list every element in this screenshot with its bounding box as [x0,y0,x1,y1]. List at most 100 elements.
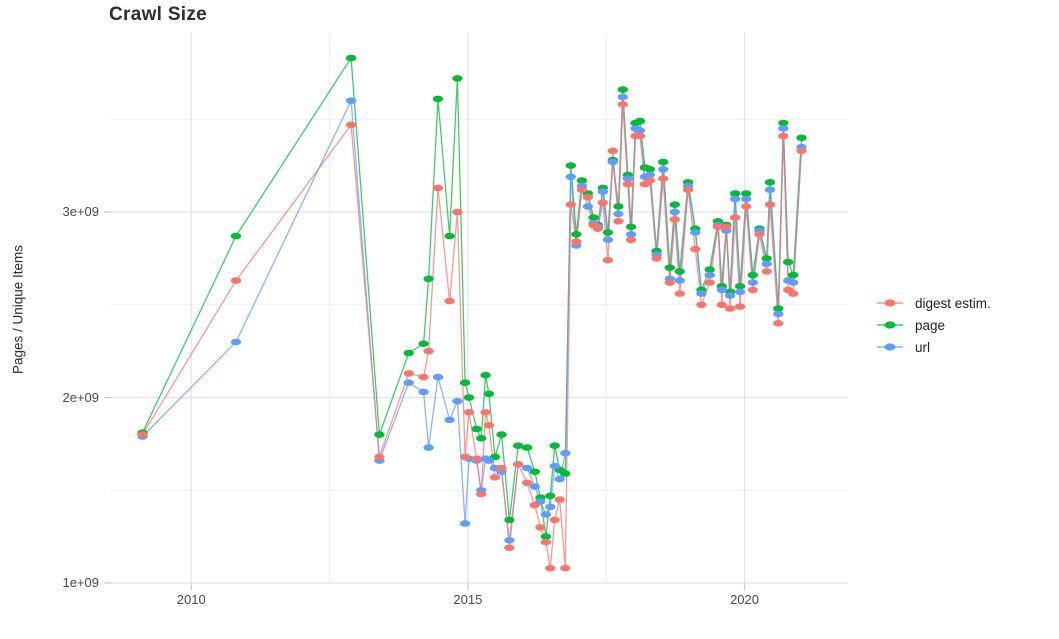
data-point-page [565,162,576,169]
data-point-digest [444,297,455,305]
data-point-page [734,282,746,290]
data-point-digest [496,464,507,472]
data-point-page [796,134,807,142]
data-point-digest [617,101,628,108]
y-tick-label-1e+09: 1e+09 [62,575,99,590]
data-point-digest [230,277,242,284]
data-point-url [504,537,515,544]
data-point-url [674,277,685,284]
data-point-digest [625,236,637,244]
data-point-page [571,231,582,238]
data-point-digest [712,223,724,231]
legend: digest estim. page url [876,292,991,358]
x-tick-label-2015: 2015 [453,592,483,607]
data-point-digest [459,453,471,461]
data-point-url [529,483,540,490]
data-point-page [374,431,385,438]
data-point-digest [796,147,807,155]
data-point-digest [729,214,741,221]
data-point-digest [529,501,540,509]
data-point-digest [513,461,524,468]
legend-dot-url [884,343,896,351]
data-point-digest [374,453,385,461]
data-point-page [788,271,799,279]
data-point-digest [560,564,571,572]
data-point-url [716,286,727,294]
data-point-page [674,268,685,275]
data-point-page [576,177,588,184]
data-point-page [741,190,752,197]
data-point-url [658,166,669,173]
data-point-digest [452,208,463,216]
data-point-url [418,388,429,396]
data-point-digest [582,193,594,201]
data-point-page [471,425,482,433]
data-point-digest [504,544,515,552]
series-line-page [141,56,803,537]
data-point-page [432,95,444,103]
data-point-digest [571,238,582,245]
data-point-digest [778,132,789,140]
data-point-digest [345,121,357,129]
data-point-page [773,305,784,312]
data-point-url [444,416,455,424]
data-point-digest [423,347,434,355]
data-point-page [452,75,463,82]
legend-dot-digest [884,299,896,307]
legend-label-digest: digest estim. [915,295,991,311]
legend-item-url: url [876,336,991,358]
data-point-digest [554,496,565,503]
data-point-url [634,127,646,134]
data-point-url [704,271,715,279]
data-point-digest [463,409,475,416]
data-point-page [617,86,628,93]
data-point-url [761,260,772,268]
data-point-page [476,435,487,442]
data-point-digest [521,479,533,487]
data-point-url [403,379,414,387]
legend-marker-digest [877,299,903,307]
data-point-digest [576,186,588,193]
data-point-digest [761,268,772,275]
data-point-url [764,186,776,193]
series-points-digest [137,101,807,572]
x-tick-label-2010: 2010 [176,592,206,607]
y-tick-label-2e+09: 2e+09 [62,389,99,405]
data-point-digest [471,455,482,463]
data-point-digest [690,245,701,253]
data-point-url [724,292,736,299]
data-point-url [554,475,565,483]
data-point-url [778,125,789,132]
data-point-page [463,394,475,401]
data-point-url [459,520,471,527]
data-point-url [773,310,784,318]
data-point-page [230,232,242,240]
data-point-page [747,271,758,279]
data-point-digest [721,223,732,231]
data-point-digest [664,279,675,286]
legend-item-page: page [876,314,991,336]
data-point-url [345,97,357,104]
data-point-digest [658,175,669,182]
data-point-digest [764,201,776,208]
data-point-url [483,457,495,464]
data-point-digest [489,474,501,481]
data-point-digest [622,180,633,188]
data-point-url [617,93,628,101]
data-point-page [658,158,669,166]
data-point-digest [602,256,614,264]
data-point-page [545,492,556,500]
data-point-url [521,464,533,472]
series-line-digest [141,104,803,569]
data-point-digest [704,279,715,286]
data-point-page [496,431,507,438]
data-point-page [669,201,680,208]
data-point-digest [549,516,560,524]
data-point-digest [724,305,736,312]
data-point-url [560,449,571,457]
data-point-url [747,279,758,286]
data-point-digest [613,218,624,225]
data-point-digest [651,255,662,262]
data-point-digest [607,147,618,155]
